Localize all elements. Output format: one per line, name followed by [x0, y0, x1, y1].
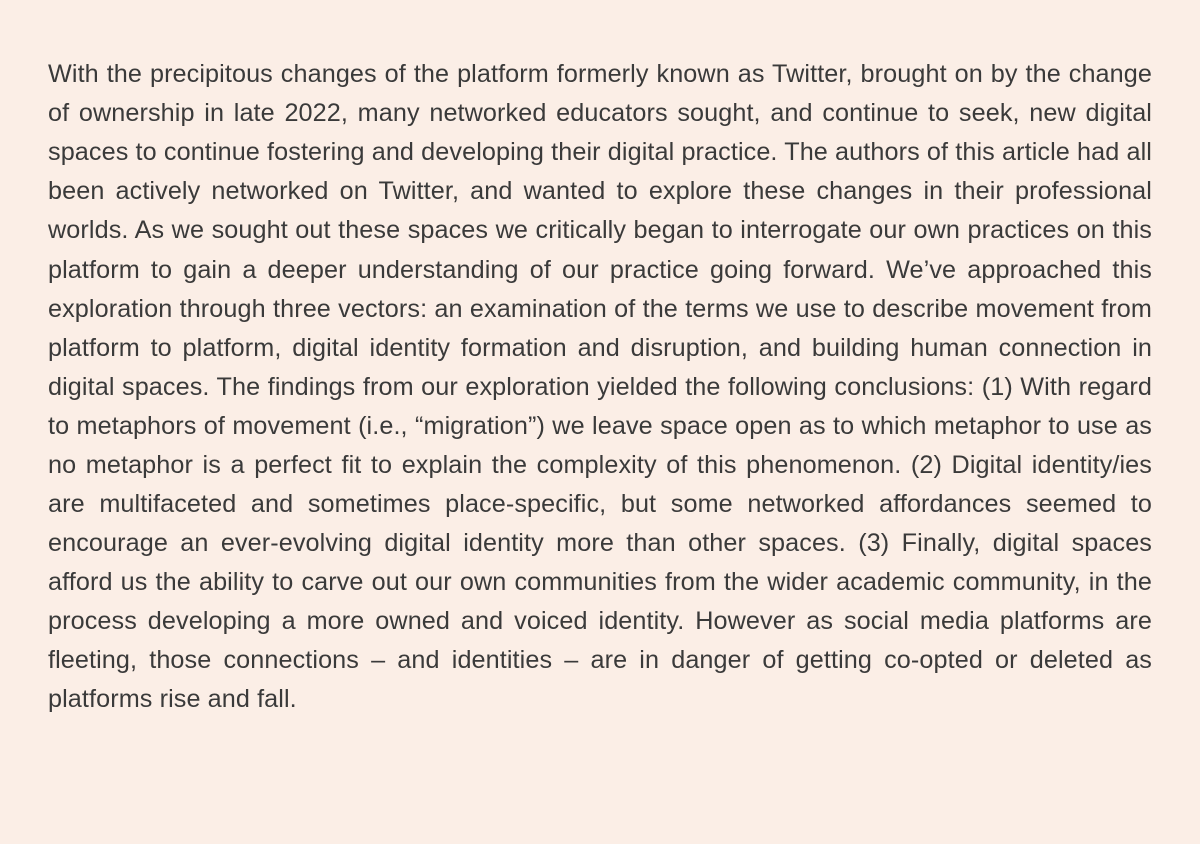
- document-page: With the precipitous changes of the plat…: [0, 0, 1200, 844]
- abstract-paragraph: With the precipitous changes of the plat…: [48, 55, 1152, 719]
